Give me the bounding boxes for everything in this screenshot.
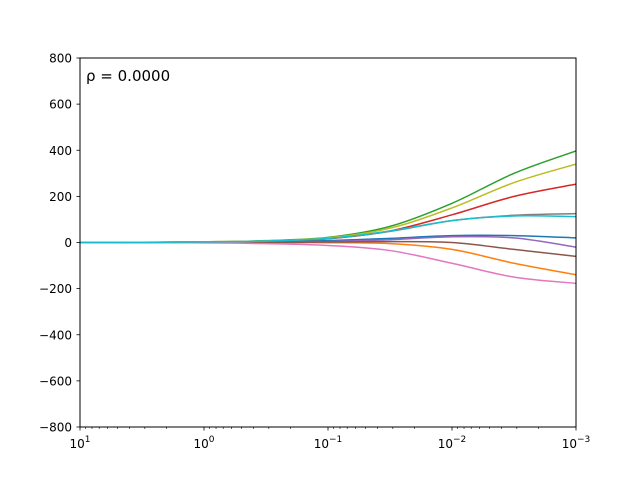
y-tick-label: 200 <box>49 190 72 204</box>
x-tick-label: 101 <box>69 435 90 451</box>
x-axis-ticks: 101 100 10−1 10−2 10−3 <box>69 427 590 451</box>
series-line <box>80 215 576 244</box>
rho-annotation: ρ = 0.0000 <box>86 67 170 85</box>
y-tick-label: −800 <box>39 421 72 435</box>
y-tick-label: 600 <box>49 98 72 112</box>
plot-frame <box>79 57 577 428</box>
y-tick-label: −400 <box>39 328 72 342</box>
x-tick-label: 100 <box>193 435 214 451</box>
y-tick-label: 400 <box>49 144 72 158</box>
y-tick-label: −600 <box>39 374 72 388</box>
x-tick-label: 10−2 <box>438 435 467 451</box>
y-tick-label: 800 <box>49 52 72 66</box>
y-tick-label: 0 <box>64 236 72 250</box>
y-tick-label: −200 <box>39 282 72 296</box>
y-axis-ticks: 800 600 400 200 0 −200 −400 −600 −800 <box>39 52 80 435</box>
series-lines <box>80 150 576 285</box>
x-tick-label: 10−1 <box>314 435 343 451</box>
x-tick-label: 10−3 <box>562 435 591 451</box>
